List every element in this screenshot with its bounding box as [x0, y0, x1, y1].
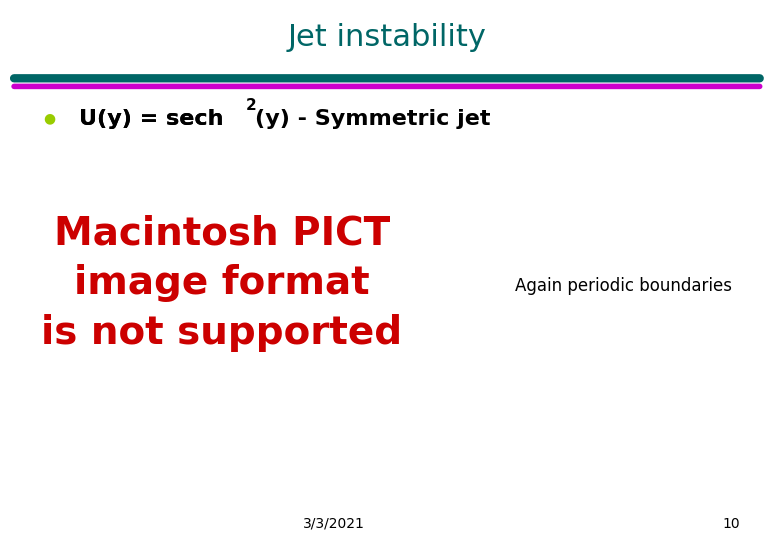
Text: 10: 10 [722, 517, 740, 531]
Text: 2: 2 [246, 98, 257, 113]
Text: (y) - Symmetric jet: (y) - Symmetric jet [255, 109, 490, 129]
Text: Jet instability: Jet instability [288, 23, 487, 52]
Text: Again periodic boundaries: Again periodic boundaries [515, 277, 732, 295]
Text: U(y) = sech: U(y) = sech [79, 109, 223, 129]
Text: U(y) = sech: U(y) = sech [79, 109, 223, 129]
Text: 3/3/2021: 3/3/2021 [303, 517, 365, 531]
Text: Macintosh PICT
image format
is not supported: Macintosh PICT image format is not suppo… [41, 214, 402, 353]
Text: ●: ● [43, 112, 55, 126]
